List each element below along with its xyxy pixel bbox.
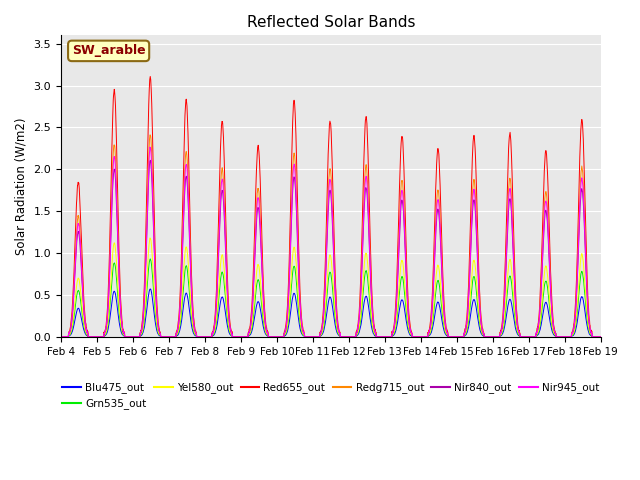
Red655_out (549, 316, 557, 322)
Nir945_out (57, 334, 65, 340)
Nir945_out (564, 334, 572, 340)
Line: Red655_out: Red655_out (61, 76, 600, 337)
Yel580_out (596, 334, 604, 340)
Blu475_out (564, 334, 572, 340)
Yel580_out (564, 334, 572, 340)
Grn535_out (147, 256, 154, 262)
Line: Yel580_out: Yel580_out (61, 238, 600, 337)
Red655_out (564, 334, 572, 340)
Line: Nir945_out: Nir945_out (61, 147, 600, 337)
Blu475_out (347, 334, 355, 340)
Yel580_out (57, 334, 65, 340)
Legend: Blu475_out, Grn535_out, Yel580_out, Red655_out, Redg715_out, Nir840_out, Nir945_: Blu475_out, Grn535_out, Yel580_out, Red6… (58, 378, 604, 414)
Line: Nir840_out: Nir840_out (61, 160, 600, 337)
Nir840_out (347, 334, 355, 340)
Redg715_out (358, 250, 366, 256)
Red655_out (347, 334, 355, 340)
Yel580_out (488, 334, 495, 340)
Redg715_out (347, 334, 355, 340)
Redg715_out (596, 334, 604, 340)
Nir945_out (549, 321, 557, 326)
Blu475_out (208, 334, 216, 340)
Red655_out (147, 73, 154, 79)
Nir945_out (208, 334, 216, 340)
Nir945_out (596, 334, 604, 340)
Grn535_out (347, 334, 355, 340)
Yel580_out (347, 334, 355, 340)
Y-axis label: Solar Radiation (W/m2): Solar Radiation (W/m2) (15, 117, 28, 255)
Redg715_out (549, 320, 557, 326)
Grn535_out (208, 334, 216, 340)
Redg715_out (57, 334, 65, 340)
Yel580_out (146, 235, 154, 241)
Nir840_out (147, 157, 154, 163)
Grn535_out (488, 334, 495, 340)
Grn535_out (358, 302, 366, 308)
Blu475_out (596, 334, 604, 340)
Nir840_out (488, 334, 495, 340)
Yel580_out (358, 293, 366, 299)
Line: Blu475_out: Blu475_out (61, 289, 600, 337)
Title: Reflected Solar Bands: Reflected Solar Bands (246, 15, 415, 30)
Nir945_out (146, 144, 154, 150)
Blu475_out (57, 334, 65, 340)
Text: SW_arable: SW_arable (72, 44, 145, 58)
Blu475_out (549, 331, 557, 336)
Yel580_out (208, 334, 216, 340)
Nir840_out (549, 322, 557, 328)
Blu475_out (488, 334, 495, 340)
Redg715_out (147, 132, 154, 138)
Blu475_out (358, 314, 366, 320)
Red655_out (488, 334, 495, 340)
Nir945_out (358, 255, 366, 261)
Blu475_out (147, 286, 154, 292)
Grn535_out (564, 334, 572, 340)
Red655_out (596, 334, 604, 340)
Nir840_out (358, 260, 366, 265)
Yel580_out (549, 327, 557, 333)
Red655_out (358, 225, 366, 231)
Line: Grn535_out: Grn535_out (61, 259, 600, 337)
Nir840_out (57, 334, 65, 340)
Redg715_out (564, 334, 572, 340)
Nir840_out (564, 334, 572, 340)
Redg715_out (208, 334, 216, 340)
Grn535_out (596, 334, 604, 340)
Redg715_out (488, 334, 495, 340)
Nir945_out (347, 334, 355, 340)
Red655_out (57, 334, 65, 340)
Red655_out (208, 334, 216, 340)
Grn535_out (57, 334, 65, 340)
Nir945_out (488, 334, 495, 340)
Grn535_out (549, 329, 557, 335)
Nir840_out (208, 334, 216, 340)
Line: Redg715_out: Redg715_out (61, 135, 600, 337)
Nir840_out (596, 334, 604, 340)
